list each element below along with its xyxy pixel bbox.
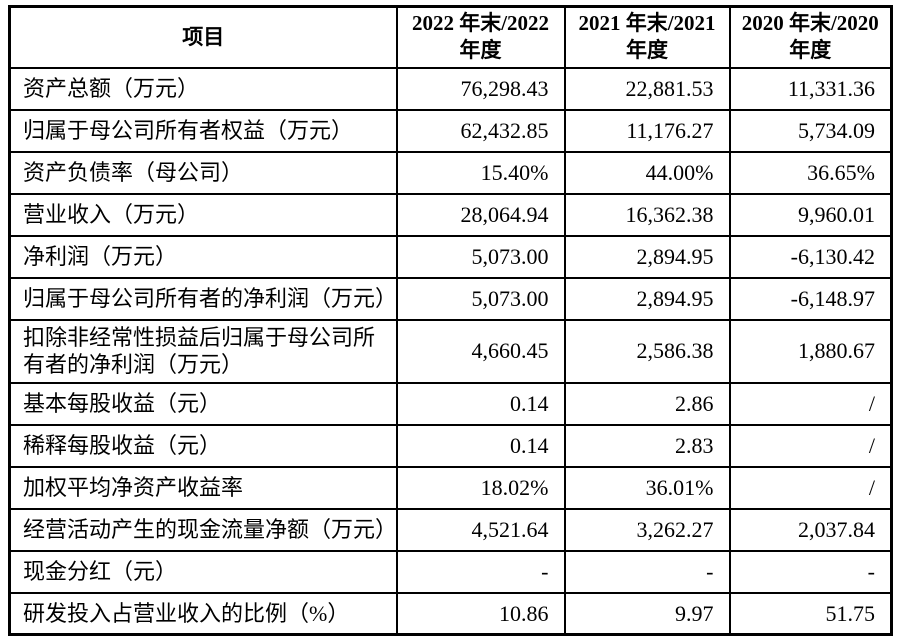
table-header-row: 项目 2022 年末/2022 年度 2021 年末/2021 年度 2020 年末/…: [8, 5, 893, 69]
cell-value: -: [728, 549, 893, 594]
cell-value: -: [563, 549, 731, 594]
cell-value: 2,586.38: [563, 318, 731, 384]
column-header-period-1: 2022 年末/2022 年度: [395, 5, 566, 69]
cell-value: 3,262.27: [563, 507, 731, 552]
column-header-item: 项目: [8, 5, 398, 69]
cell-value: /: [728, 465, 893, 510]
row-label: 归属于母公司所有者权益（万元）: [8, 108, 398, 153]
row-label: 净利润（万元）: [8, 234, 398, 279]
cell-value: 1,880.67: [728, 318, 893, 384]
row-label: 研发投入占营业收入的比例（%）: [8, 591, 398, 636]
cell-value: 44.00%: [563, 150, 731, 195]
row-label: 稀释每股收益（元）: [8, 423, 398, 468]
cell-value: 2.86: [563, 381, 731, 426]
cell-value: 5,073.00: [395, 234, 566, 279]
row-label: 资产负债率（母公司）: [8, 150, 398, 195]
table-body: 资产总额（万元） 76,298.43 22,881.53 11,331.36 归属于母公…: [8, 66, 893, 636]
column-header-period-3: 2020 年末/2020 年度: [728, 5, 893, 69]
table-row: 归属于母公司所有者的净利润（万元） 5,073.00 2,894.95 -6,148.…: [8, 276, 893, 321]
column-header-period-2: 2021 年末/2021 年度: [563, 5, 731, 69]
table-row: 归属于母公司所有者权益（万元） 62,432.85 11,176.27 5,734.0…: [8, 108, 893, 153]
table-row: 加权平均净资产收益率 18.02% 36.01% /: [8, 465, 893, 510]
cell-value: 18.02%: [395, 465, 566, 510]
row-label: 加权平均净资产收益率: [8, 465, 398, 510]
cell-value: 28,064.94: [395, 192, 566, 237]
row-label: 扣除非经常性损益后归属于母公司所有者的净利润（万元）: [8, 318, 398, 384]
cell-value: -6,148.97: [728, 276, 893, 321]
cell-value: 36.01%: [563, 465, 731, 510]
cell-value: 15.40%: [395, 150, 566, 195]
cell-value: 11,176.27: [563, 108, 731, 153]
financial-summary-table: 项目 2022 年末/2022 年度 2021 年末/2021 年度 2020 年末/…: [8, 5, 893, 636]
table-row: 基本每股收益（元） 0.14 2.86/: [8, 381, 893, 426]
cell-value: 2,894.95: [563, 276, 731, 321]
cell-value: 5,073.00: [395, 276, 566, 321]
row-label: 归属于母公司所有者的净利润（万元）: [8, 276, 398, 321]
cell-value: 16,362.38: [563, 192, 731, 237]
cell-value: 62,432.85: [395, 108, 566, 153]
cell-value: 4,521.64: [395, 507, 566, 552]
table-row: 现金分红（元） - - -: [8, 549, 893, 594]
cell-value: -: [395, 549, 566, 594]
cell-value: /: [728, 381, 893, 426]
cell-value: 9,960.01: [728, 192, 893, 237]
row-label: 基本每股收益（元）: [8, 381, 398, 426]
cell-value: 5,734.09: [728, 108, 893, 153]
cell-value: -6,130.42: [728, 234, 893, 279]
cell-value: 2,894.95: [563, 234, 731, 279]
table-row: 营业收入（万元） 28,064.94 16,362.38 9,960.01: [8, 192, 893, 237]
row-label: 经营活动产生的现金流量净额（万元）: [8, 507, 398, 552]
cell-value: 11,331.36: [728, 66, 893, 111]
cell-value: 51.75: [728, 591, 893, 636]
table-row: 资产总额（万元） 76,298.43 22,881.53 11,331.36: [8, 66, 893, 111]
cell-value: 10.86: [395, 591, 566, 636]
cell-value: 76,298.43: [395, 66, 566, 111]
table-row: 研发投入占营业收入的比例（%） 10.86 9.97 51.75: [8, 591, 893, 636]
table-row: 净利润（万元） 5,073.00 2,894.95 -6,130.42: [8, 234, 893, 279]
table-header: 项目 2022 年末/2022 年度 2021 年末/2021 年度 2020 年末/…: [8, 5, 893, 69]
table-row: 稀释每股收益（元） 0.14 2.83/: [8, 423, 893, 468]
cell-value: 22,881.53: [563, 66, 731, 111]
cell-value: 36.65%: [728, 150, 893, 195]
table-row: 资产负债率（母公司） 15.40% 44.00% 36.65%: [8, 150, 893, 195]
cell-value: 0.14: [395, 381, 566, 426]
row-label: 现金分红（元）: [8, 549, 398, 594]
cell-value: 4,660.45: [395, 318, 566, 384]
table-row: 经营活动产生的现金流量净额（万元） 4,521.64 3,262.27 2,037.8…: [8, 507, 893, 552]
cell-value: 9.97: [563, 591, 731, 636]
row-label: 资产总额（万元）: [8, 66, 398, 111]
row-label: 营业收入（万元）: [8, 192, 398, 237]
cell-value: 0.14: [395, 423, 566, 468]
cell-value: 2.83: [563, 423, 731, 468]
table-row: 扣除非经常性损益后归属于母公司所有者的净利润（万元） 4,660.45 2,586.…: [8, 318, 893, 384]
cell-value: /: [728, 423, 893, 468]
cell-value: 2,037.84: [728, 507, 893, 552]
